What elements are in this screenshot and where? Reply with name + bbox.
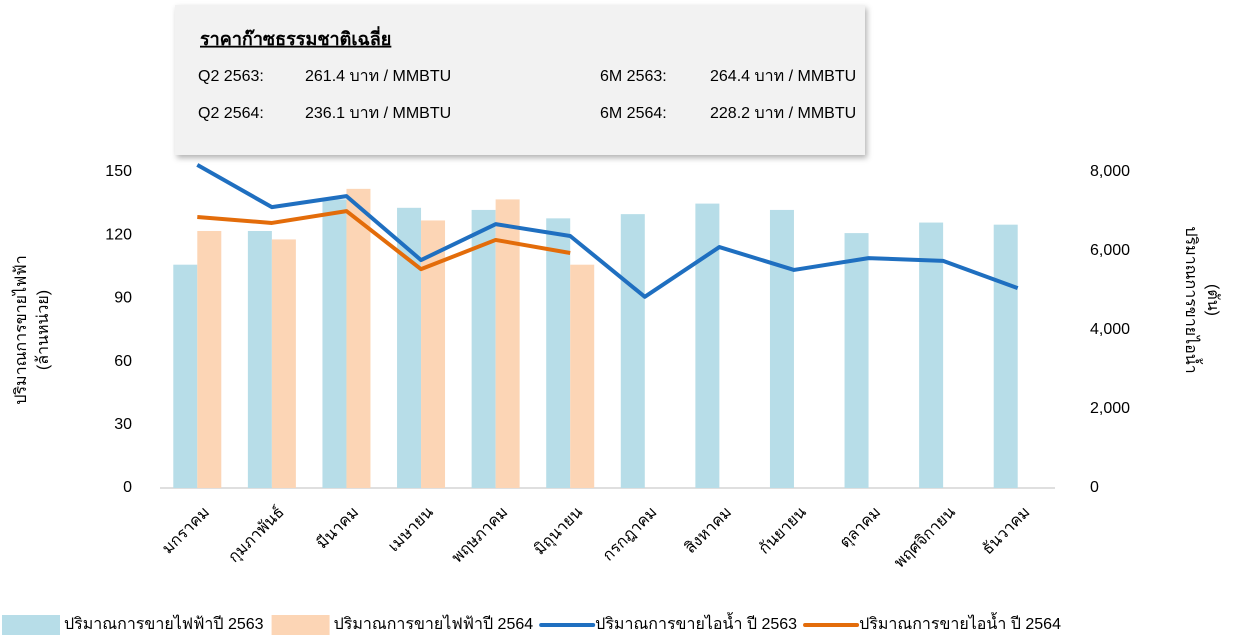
- info-text: Q2 2564:: [198, 105, 264, 122]
- bar: [495, 199, 520, 489]
- bar: [471, 209, 496, 489]
- x-tick-label: กันยายน: [756, 504, 810, 558]
- info-text: 236.1 บาท / MMBTU: [305, 105, 451, 122]
- legend-label: ปริมาณการขายไฟฟ้าปี 2564: [334, 614, 534, 633]
- bar: [322, 199, 347, 489]
- bar: [173, 264, 198, 488]
- x-tick-label: มิถุนายน: [531, 504, 587, 560]
- x-tick-label: พฤษภาคม: [449, 504, 512, 567]
- x-tick-label: กุมภาพันธ์: [224, 502, 288, 566]
- y-tick-label: 150: [105, 163, 132, 180]
- y2-tick-label: 0: [1090, 479, 1099, 496]
- bar: [271, 239, 296, 488]
- x-tick-label: ตุลาคม: [837, 504, 885, 552]
- x-tick-label: พฤศจิกายน: [891, 504, 959, 572]
- x-tick-label: กรกฎาคม: [600, 504, 661, 565]
- legend-label: ปริมาณการขายไอน้ำ ปี 2563: [595, 612, 797, 633]
- legend-swatch: [2, 615, 60, 635]
- y-tick-label: 90: [114, 290, 132, 307]
- bar: [769, 209, 794, 489]
- y2-tick-label: 8,000: [1090, 163, 1130, 180]
- bar: [570, 264, 595, 488]
- bar: [620, 214, 645, 488]
- y-tick-label: 60: [114, 353, 132, 370]
- info-text: 6M 2564:: [600, 105, 667, 122]
- y-tick-label: 120: [105, 226, 132, 243]
- line: [197, 209, 571, 272]
- bar: [197, 230, 222, 488]
- line: [196, 163, 1019, 299]
- x-tick-label: มกราคม: [159, 504, 213, 558]
- y-tick-label: 0: [123, 479, 132, 496]
- bar: [844, 233, 869, 488]
- x-tick-label: มีนาคม: [313, 503, 362, 552]
- y2-axis-label: ปริมาณการขายไอน้ำ: [1182, 226, 1203, 373]
- bar: [993, 224, 1018, 488]
- y-axis-label: ปริมาณการขายไฟฟ้า: [11, 255, 30, 404]
- info-text: 228.2 บาท / MMBTU: [710, 105, 856, 122]
- y2-tick-label: 2,000: [1090, 400, 1130, 417]
- info-text: 6M 2563:: [600, 68, 667, 85]
- y2-tick-label: 6,000: [1090, 242, 1130, 259]
- info-text: 261.4 บาท / MMBTU: [305, 68, 451, 85]
- legend-label: ปริมาณการขายไฟฟ้าปี 2563: [64, 614, 264, 633]
- x-tick-label: เมษายน: [385, 504, 437, 556]
- y-tick-label: 30: [114, 416, 132, 433]
- x-tick-label: ธันวาคม: [979, 504, 1033, 558]
- info-text: Q2 2563:: [198, 68, 264, 85]
- y2-tick-label: 4,000: [1090, 321, 1130, 338]
- info-text: 264.4 บาท / MMBTU: [710, 68, 856, 85]
- bar: [247, 230, 272, 488]
- x-tick-label: สิงหาคม: [682, 504, 735, 557]
- bar: [346, 188, 371, 488]
- y-axis-label: (ล้านหน่วย): [34, 290, 52, 370]
- info-title: ราคาก๊าซธรรมชาติเฉลี่ย: [200, 26, 391, 49]
- info-box: [175, 5, 865, 155]
- legend-label: ปริมาณการขายไอน้ำ ปี 2564: [859, 612, 1061, 633]
- bar: [695, 203, 720, 488]
- bar: [919, 222, 944, 488]
- legend-swatch: [271, 615, 330, 635]
- bar: [546, 218, 571, 488]
- y2-axis-label: (ตัน): [1204, 284, 1221, 316]
